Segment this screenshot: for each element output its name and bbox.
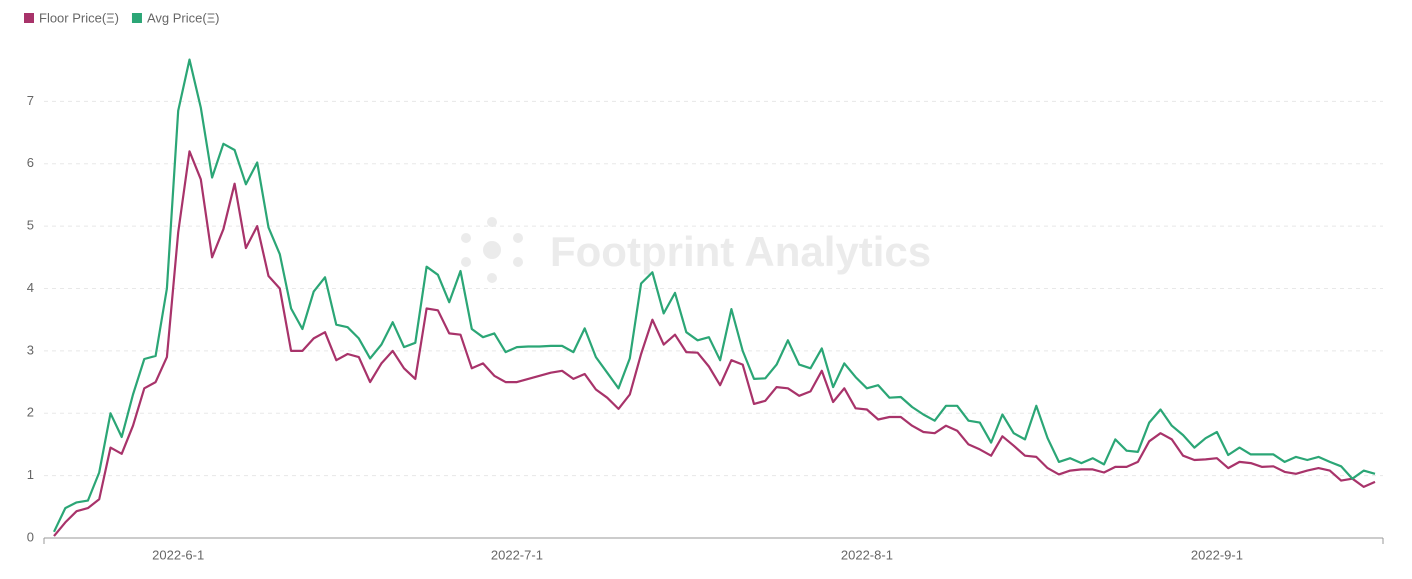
x-tick-label: 2022-7-1: [491, 547, 543, 562]
x-tick-label: 2022-8-1: [841, 547, 893, 562]
y-tick-label: 3: [27, 342, 34, 357]
series-line: [53, 150, 1376, 537]
legend-label: Floor Price(Ξ): [39, 10, 119, 25]
y-tick-label: 2: [27, 405, 34, 420]
y-tick-label: 1: [27, 467, 34, 482]
x-tick-label: 2022-9-1: [1191, 547, 1243, 562]
y-tick-label: 7: [27, 93, 34, 108]
watermark-logo: [461, 217, 523, 283]
legend-swatch: [131, 13, 142, 23]
y-tick-label: 0: [27, 529, 34, 544]
series-line: [53, 58, 1376, 533]
watermark: Footprint Analytics: [550, 228, 931, 275]
y-tick-label: 5: [27, 218, 34, 233]
y-tick-label: 4: [27, 280, 34, 295]
y-tick-label: 6: [27, 155, 34, 170]
legend-swatch: [24, 13, 34, 23]
legend-label: Avg Price(Ξ): [147, 10, 220, 25]
x-tick-label: 2022-6-1: [152, 547, 204, 562]
